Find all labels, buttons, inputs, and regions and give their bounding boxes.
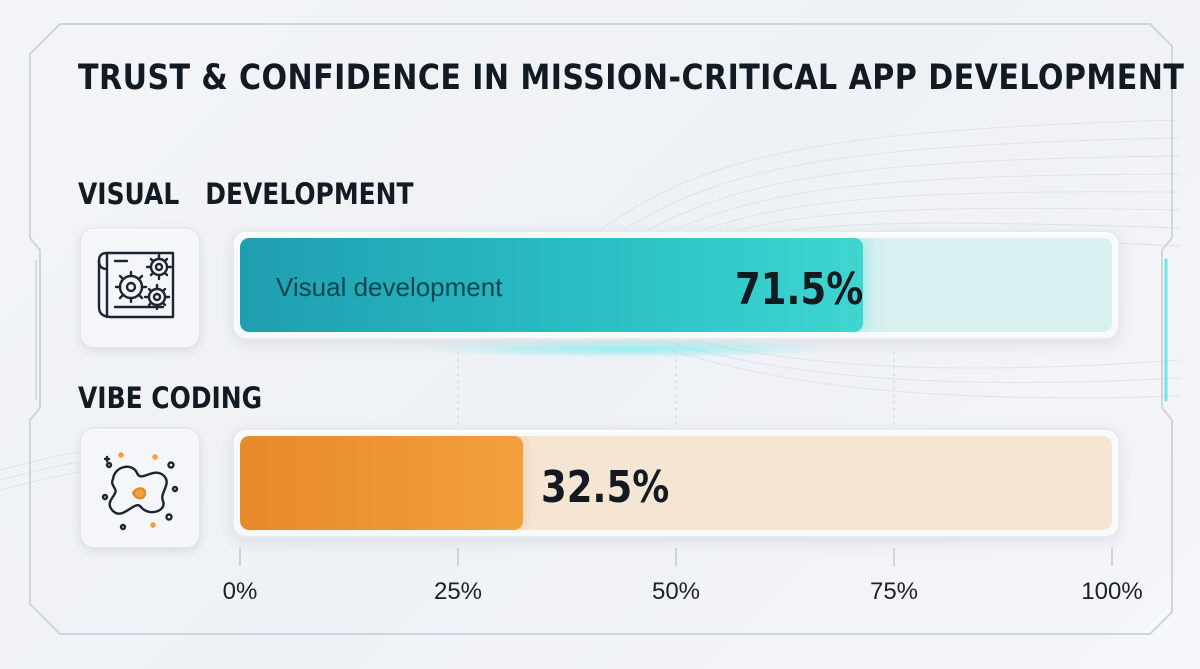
bar-track-visual-development: Visual development 71.5% [232, 230, 1120, 340]
x-tick-label: 0% [222, 578, 258, 605]
x-tick-label: 50% [651, 578, 701, 605]
x-tick-label: 75% [869, 578, 919, 605]
bar-track-vibe-coding: 32.5% [232, 428, 1120, 538]
icon-tile-visual-development [80, 228, 200, 348]
bar-fill-visual-development [240, 238, 864, 332]
bar-value-visual-development: 71.5% [735, 264, 864, 315]
chart-title: TRUST & CONFIDENCE IN MISSION-CRITICAL A… [78, 58, 1185, 98]
bar-value-vibe-coding: 32.5% [541, 462, 670, 513]
bar-label-visual-development: Visual development [276, 272, 503, 302]
x-tick-label: 25% [433, 578, 483, 605]
abstract-squiggle-icon [101, 452, 179, 531]
row-heading-visual-development: VISUAL DEVELOPMENT [78, 177, 414, 211]
row-heading-vibe-coding: VIBE CODING [78, 381, 263, 415]
blueprint-gears-icon [97, 251, 175, 319]
icon-tile-vibe-coding [80, 428, 200, 548]
x-tick-label: 100% [1081, 578, 1143, 605]
bar-fill-vibe-coding [240, 436, 524, 530]
bar-glow [420, 340, 840, 358]
